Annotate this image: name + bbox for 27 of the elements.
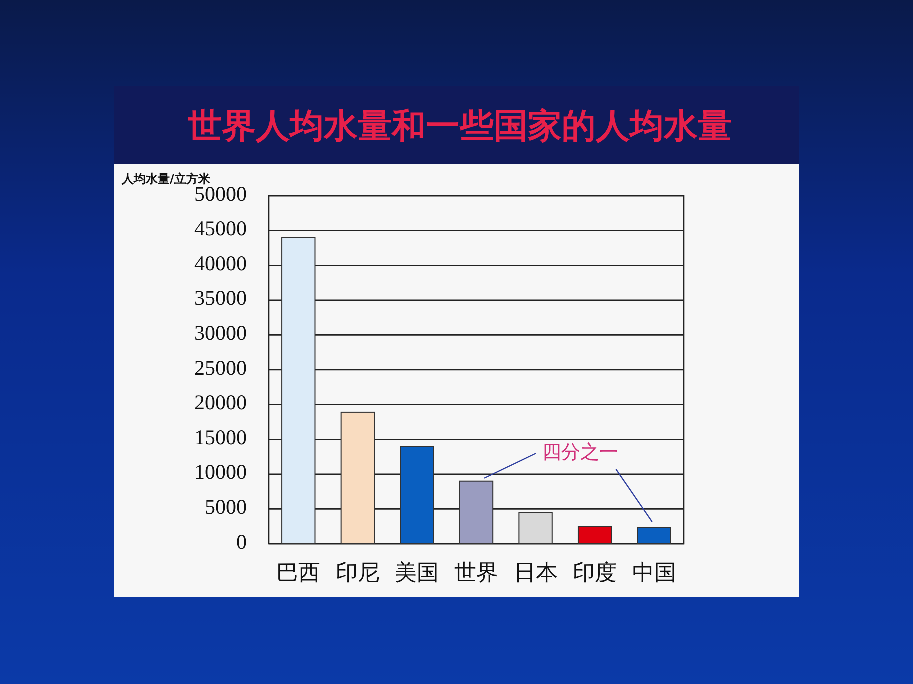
bar: [400, 446, 434, 544]
bar: [518, 512, 553, 544]
x-tick-label: 印度: [573, 561, 618, 586]
x-tick-label: 印尼: [336, 561, 380, 586]
x-tick-label: 世界: [454, 561, 498, 586]
annotation: 四分之一: [542, 442, 618, 464]
bar: [578, 526, 612, 544]
chart-title: 世界人均水量和一些国家的人均水量: [187, 106, 732, 146]
x-tick-label: 巴西: [276, 561, 321, 586]
y-tick-label: 0: [236, 530, 247, 554]
bar: [282, 237, 316, 544]
y-tick-label: 10000: [194, 460, 247, 484]
x-tick-label: 中国: [632, 561, 676, 586]
bar: [340, 412, 376, 544]
y-tick-label: 15000: [194, 425, 247, 450]
x-tick-label: 日本: [514, 561, 558, 586]
y-tick-label: 30000: [194, 321, 247, 346]
y-axis-title: 人均水量/立方米: [121, 172, 212, 186]
y-tick-label: 5000: [205, 495, 247, 520]
y-tick-label: 40000: [194, 251, 247, 276]
x-tick-label: 美国: [395, 561, 440, 586]
bar: [637, 527, 672, 544]
y-tick-label: 20000: [194, 390, 247, 415]
y-tick-label: 25000: [194, 356, 247, 380]
y-tick-label: 35000: [194, 286, 247, 310]
bar: [459, 480, 494, 544]
y-tick-label: 45000: [194, 216, 247, 241]
